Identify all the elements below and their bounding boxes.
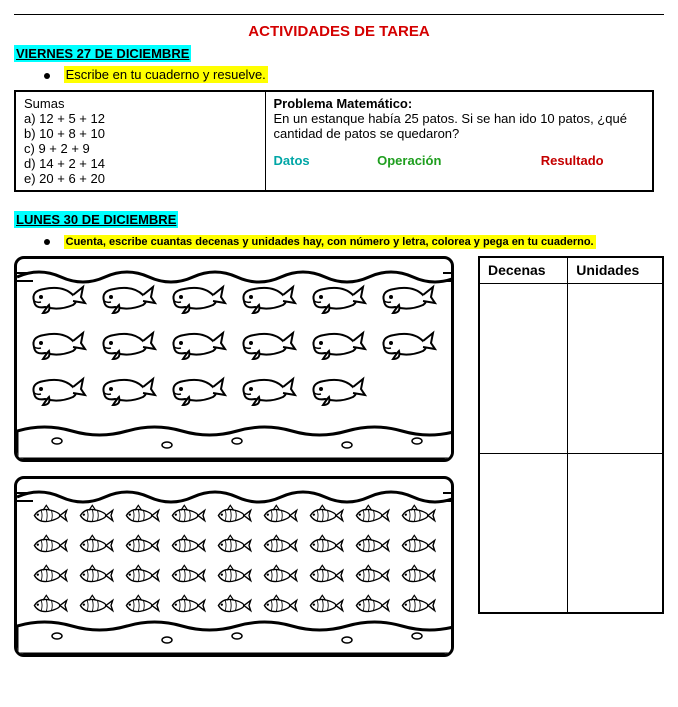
date-2: LUNES 30 DE DICIEMBRE (14, 211, 178, 228)
tank-2-svg (17, 479, 454, 654)
col-unidades: Unidades (568, 257, 663, 283)
suma-a: a) 12 + 5 + 12 (24, 111, 257, 126)
sumas-label: Sumas (24, 96, 257, 111)
tank-2 (14, 476, 454, 657)
bullet-1-row: Escribe en tu cuaderno y resuelve. (14, 67, 664, 82)
problema-cell: Problema Matemático: En un estanque habí… (265, 91, 653, 191)
top-rule (14, 14, 664, 15)
bullet-1-text: Escribe en tu cuaderno y resuelve. (64, 66, 268, 83)
bullet-dot-icon (44, 73, 50, 79)
suma-d: d) 14 + 2 + 14 (24, 156, 257, 171)
tank-1 (14, 256, 454, 462)
decenas-unidades-table: Decenas Unidades (478, 256, 664, 614)
du-cell-1-dec (479, 283, 568, 453)
suma-c: c) 9 + 2 + 9 (24, 141, 257, 156)
bullet-2-row: Cuenta, escribe cuantas decenas y unidad… (14, 233, 664, 248)
bullet-2-text: Cuenta, escribe cuantas decenas y unidad… (64, 235, 596, 249)
du-cell-2-uni (568, 453, 663, 613)
suma-b: b) 10 + 8 + 10 (24, 126, 257, 141)
problema-text: En un estanque había 25 patos. Si se han… (274, 111, 645, 141)
section-1: VIERNES 27 DE DICIEMBRE Escribe en tu cu… (14, 46, 664, 192)
page-title: ACTIVIDADES DE TAREA (14, 23, 664, 40)
du-cell-1-uni (568, 283, 663, 453)
tank-1-svg (17, 259, 454, 459)
problema-title: Problema Matemático: (274, 96, 645, 111)
sumas-cell: Sumas a) 12 + 5 + 12 b) 10 + 8 + 10 c) 9… (15, 91, 265, 191)
suma-e: e) 20 + 6 + 20 (24, 171, 257, 186)
label-datos: Datos (274, 153, 374, 168)
section-2: LUNES 30 DE DICIEMBRE Cuenta, escribe cu… (14, 212, 664, 671)
sumas-problema-table: Sumas a) 12 + 5 + 12 b) 10 + 8 + 10 c) 9… (14, 90, 654, 192)
bullet-dot-icon (44, 239, 50, 245)
col-decenas: Decenas (479, 257, 568, 283)
date-1: VIERNES 27 DE DICIEMBRE (14, 45, 191, 62)
label-operacion: Operación (377, 153, 537, 168)
label-resultado: Resultado (541, 153, 604, 168)
du-cell-2-dec (479, 453, 568, 613)
